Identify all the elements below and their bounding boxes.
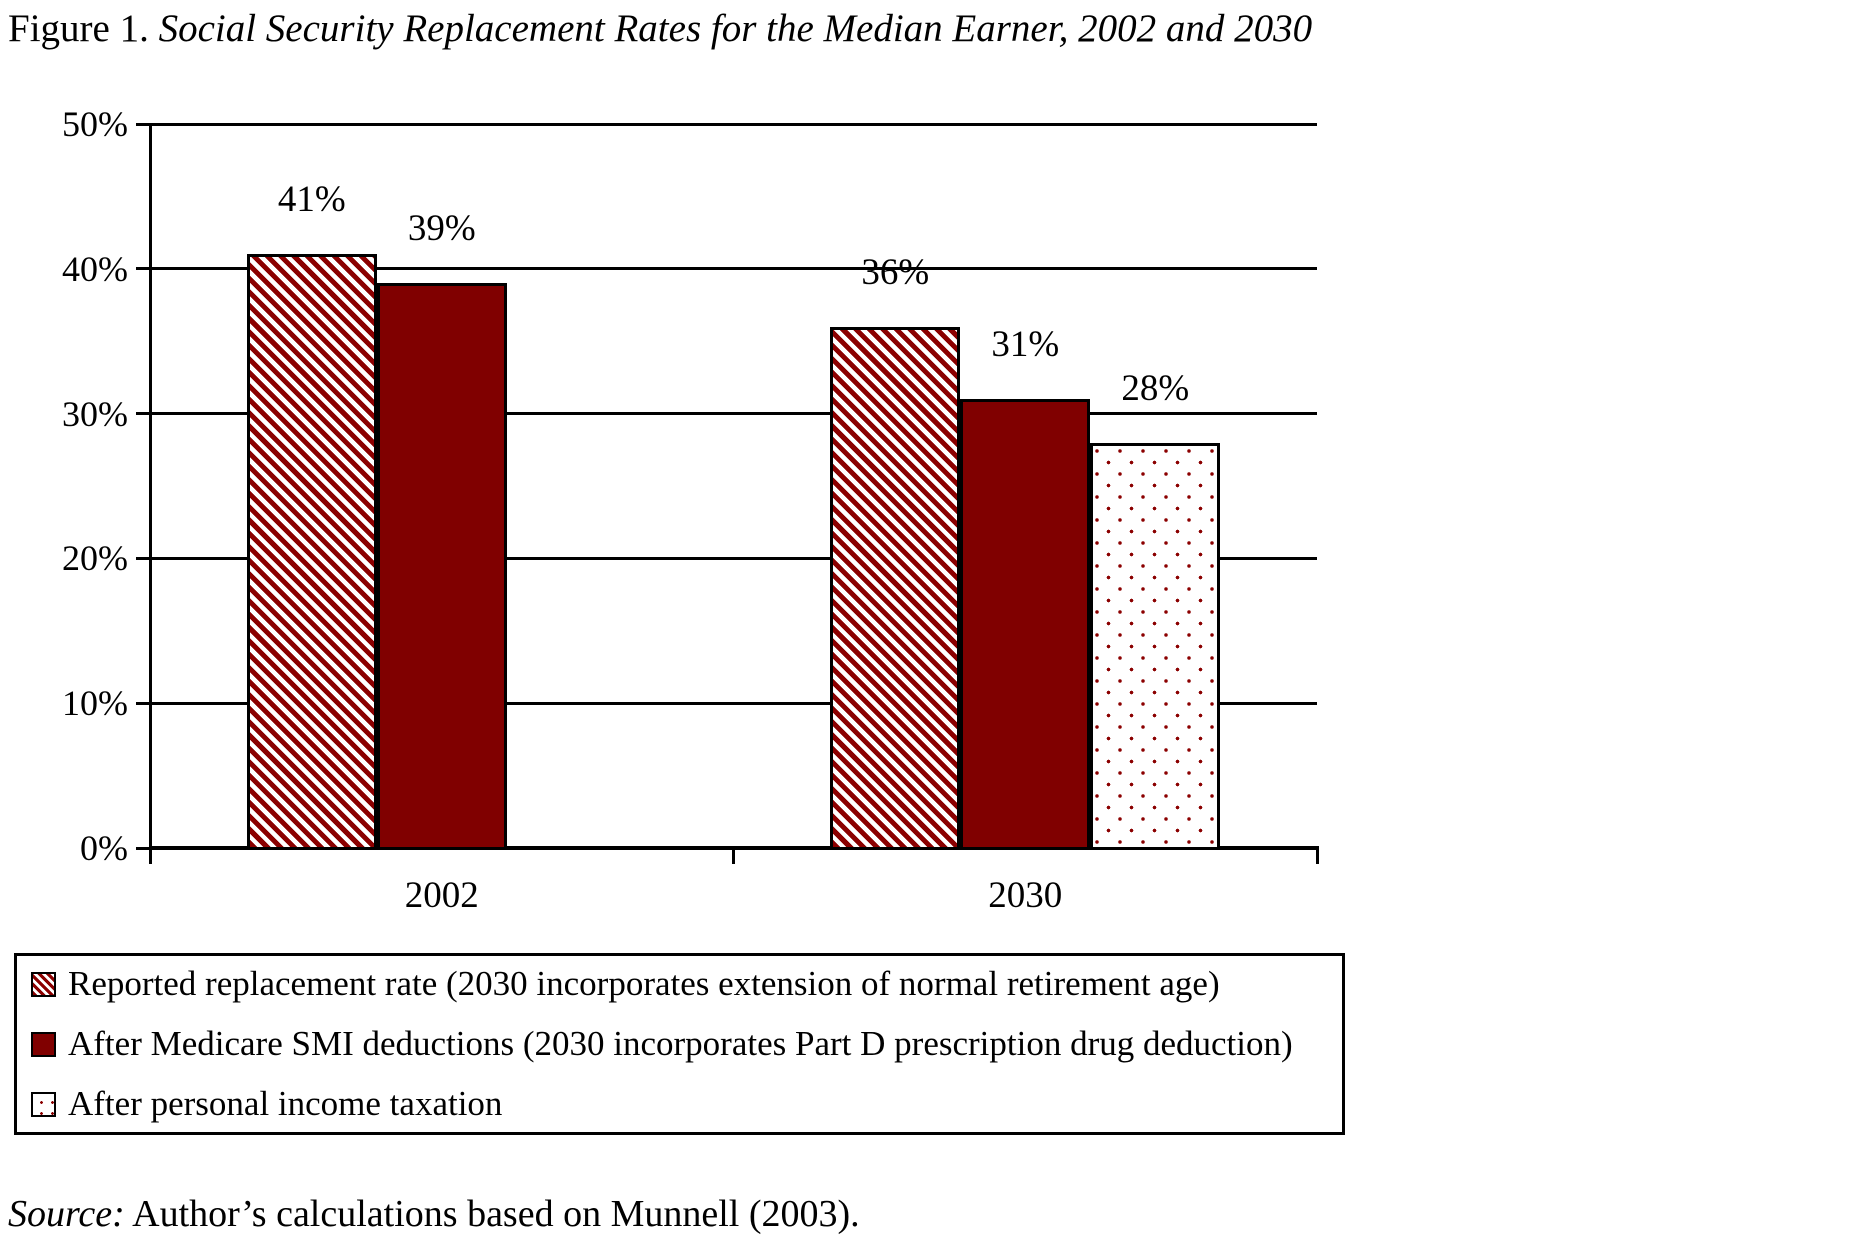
legend-swatch-dots [31,1091,56,1117]
legend: Reported replacement rate (2030 incorpor… [14,953,1345,1135]
bar-value-label: 31% [991,324,1060,366]
y-tick-label: 40% [62,248,128,289]
legend-label: After Medicare SMI deductions (2030 inco… [68,1024,1293,1063]
figure-number: Figure 1. [8,7,149,50]
bar-2030-series3 [1090,442,1221,850]
gridline-30% [150,412,1317,416]
bar-value-label: 36% [861,251,930,293]
source-text: Author’s calculations based on Munnell (… [124,1193,860,1235]
figure-title-text: Social Security Replacement Rates for th… [148,7,1313,50]
figure-title: Figure 1. Social Security Replacement Ra… [8,6,1312,51]
y-tick-label: 50% [62,104,128,144]
bar-value-label: 39% [407,208,476,250]
bar-chart: 0% 10% 20% 30% 40% 50% 41% 36% 39% 31% 28% 2002 2030 [62,104,1319,916]
legend-swatch-solid [31,1031,56,1057]
y-tick-label: 0% [80,828,128,868]
gridline-40% [150,267,1317,271]
legend-item-2: After Medicare SMI deductions (2030 inco… [31,1019,1293,1069]
gridline-50% [150,122,1317,126]
gridline-20% [150,556,1317,560]
legend-label: After personal income taxation [68,1084,503,1123]
y-tick-label: 20% [62,538,128,579]
y-axis-tick-40% [136,267,150,271]
x-axis-tick [148,850,152,864]
source-label: Source: [8,1193,125,1235]
legend-swatch-hatch [31,971,56,997]
category-label-2002: 2002 [404,875,479,916]
bar-2002-series2 [376,283,507,850]
bar-2002-series1 [246,254,377,850]
source-note: Source: Author’s calculations based on M… [8,1192,860,1236]
y-axis [149,124,152,862]
y-axis-tick-10% [136,701,150,705]
bar-2030-series1 [830,326,961,850]
y-axis-tick-50% [136,122,150,126]
x-axis-tick [732,850,735,864]
legend-item-3: After personal income taxation [31,1079,502,1129]
y-tick-label: 10% [62,683,128,724]
y-axis-tick-0% [136,846,150,850]
gridline-10% [150,701,1317,705]
legend-label: Reported replacement rate (2030 incorpor… [68,964,1220,1003]
category-label-2030: 2030 [988,875,1063,916]
y-axis-tick-20% [136,556,150,560]
legend-item-1: Reported replacement rate (2030 incorpor… [31,959,1220,1009]
y-axis-tick-30% [136,412,150,416]
bar-2030-series2 [960,399,1091,850]
x-axis-tick [1315,850,1319,864]
y-tick-label: 30% [62,393,128,434]
bar-value-label: 41% [277,179,346,221]
x-axis [150,846,1319,850]
bar-value-label: 28% [1121,367,1190,409]
